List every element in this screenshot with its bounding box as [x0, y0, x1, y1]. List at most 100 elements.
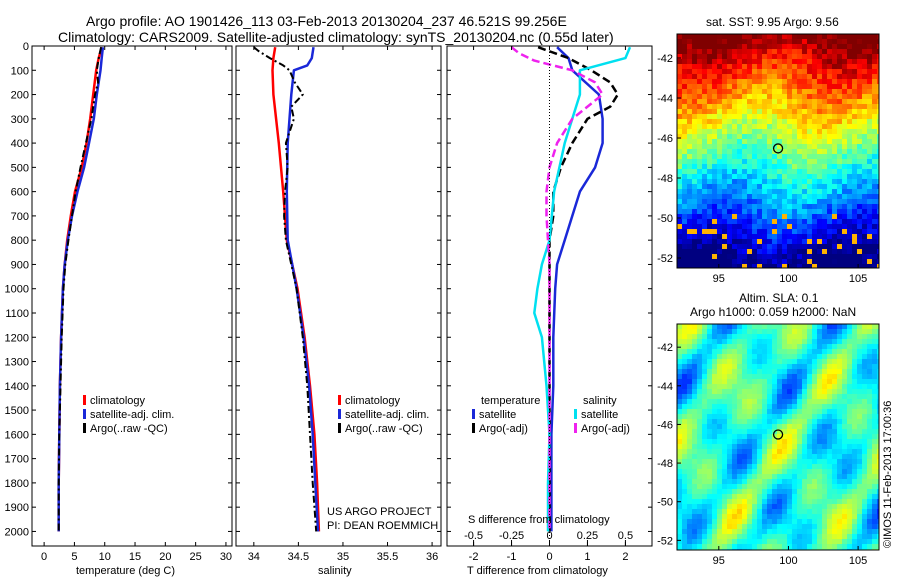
map-cell: [727, 469, 732, 474]
map-cell: [817, 469, 822, 474]
map-cell: [687, 414, 692, 419]
map-cell: [757, 544, 762, 549]
map-cell: [822, 99, 827, 104]
map-cell: [837, 544, 842, 549]
map-cell: [707, 59, 712, 64]
map-cell: [762, 484, 767, 489]
map-cell: [762, 154, 767, 159]
map-cell: [872, 464, 877, 469]
map-cell: [842, 504, 847, 509]
map-cell: [697, 499, 702, 504]
map-cell: [832, 479, 837, 484]
map-cell: [862, 259, 867, 264]
map-cell: [717, 334, 722, 339]
map-cell: [702, 464, 707, 469]
map-cell: [712, 129, 717, 134]
map-cell: [792, 244, 797, 249]
map-cell: [752, 149, 757, 154]
map-cell: [712, 324, 717, 329]
map-cell: [707, 124, 712, 129]
map-cell: [722, 99, 727, 104]
map-cell: [857, 444, 862, 449]
map-cell: [777, 454, 782, 459]
map-cell: [842, 354, 847, 359]
map-cell: [722, 189, 727, 194]
map-cell: [877, 114, 879, 119]
map-cell: [867, 429, 872, 434]
map-cell: [767, 449, 772, 454]
map-cell: [802, 544, 807, 549]
map-cell: [752, 264, 757, 268]
map-cell: [767, 199, 772, 204]
map-cell: [742, 264, 747, 268]
map-cell: [732, 459, 737, 464]
map-cell: [732, 364, 737, 369]
map-cell: [702, 99, 707, 104]
map-cell: [752, 524, 757, 529]
map-cell: [837, 244, 842, 249]
map-cell: [877, 514, 879, 519]
map-cell: [837, 334, 842, 339]
map-cell: [687, 434, 692, 439]
map-cell: [857, 219, 862, 224]
map-cell: [737, 504, 742, 509]
map-cell: [722, 159, 727, 164]
map-cell: [707, 134, 712, 139]
map-cell: [762, 194, 767, 199]
map-cell: [702, 189, 707, 194]
map-cell: [837, 109, 842, 114]
map-cell: [712, 364, 717, 369]
map-cell: [822, 479, 827, 484]
map-cell: [792, 264, 797, 268]
map-cell: [677, 364, 682, 369]
map-cell: [757, 189, 762, 194]
map-cell: [697, 379, 702, 384]
map-cell: [712, 234, 717, 239]
map-cell: [867, 134, 872, 139]
map-cell: [712, 169, 717, 174]
map-cell: [742, 384, 747, 389]
map-cell: [877, 229, 879, 234]
map-cell: [712, 244, 717, 249]
map-cell: [762, 459, 767, 464]
map-cell: [777, 89, 782, 94]
map-cell: [807, 224, 812, 229]
map-cell: [842, 484, 847, 489]
map-cell: [747, 479, 752, 484]
map-cell: [827, 254, 832, 259]
map-cell: [732, 429, 737, 434]
map-cell: [767, 159, 772, 164]
map-cell: [677, 39, 682, 44]
map-cell: [842, 539, 847, 544]
map-cell: [842, 164, 847, 169]
map-cell: [692, 44, 697, 49]
map-cell: [782, 34, 787, 39]
map-cell: [682, 539, 687, 544]
map-cell: [782, 389, 787, 394]
map-cell: [727, 404, 732, 409]
map-cell: [762, 359, 767, 364]
map-cell: [692, 124, 697, 129]
map-cell: [677, 84, 682, 89]
map-cell: [722, 444, 727, 449]
map-cell: [812, 329, 817, 334]
map-cell: [717, 454, 722, 459]
map-cell: [867, 104, 872, 109]
map-cell: [762, 119, 767, 124]
map-cell: [677, 154, 682, 159]
map-cell: [752, 144, 757, 149]
map-cell: [852, 404, 857, 409]
map-cell: [842, 489, 847, 494]
map-cell: [842, 434, 847, 439]
map-cell: [752, 379, 757, 384]
map-cell: [877, 204, 879, 209]
map-cell: [872, 154, 877, 159]
map-cell: [717, 499, 722, 504]
map-cell: [692, 329, 697, 334]
map-cell: [792, 49, 797, 54]
map-cell: [737, 89, 742, 94]
map-cell: [797, 144, 802, 149]
map-cell: [752, 109, 757, 114]
map-cell: [817, 114, 822, 119]
map-cell: [702, 109, 707, 114]
